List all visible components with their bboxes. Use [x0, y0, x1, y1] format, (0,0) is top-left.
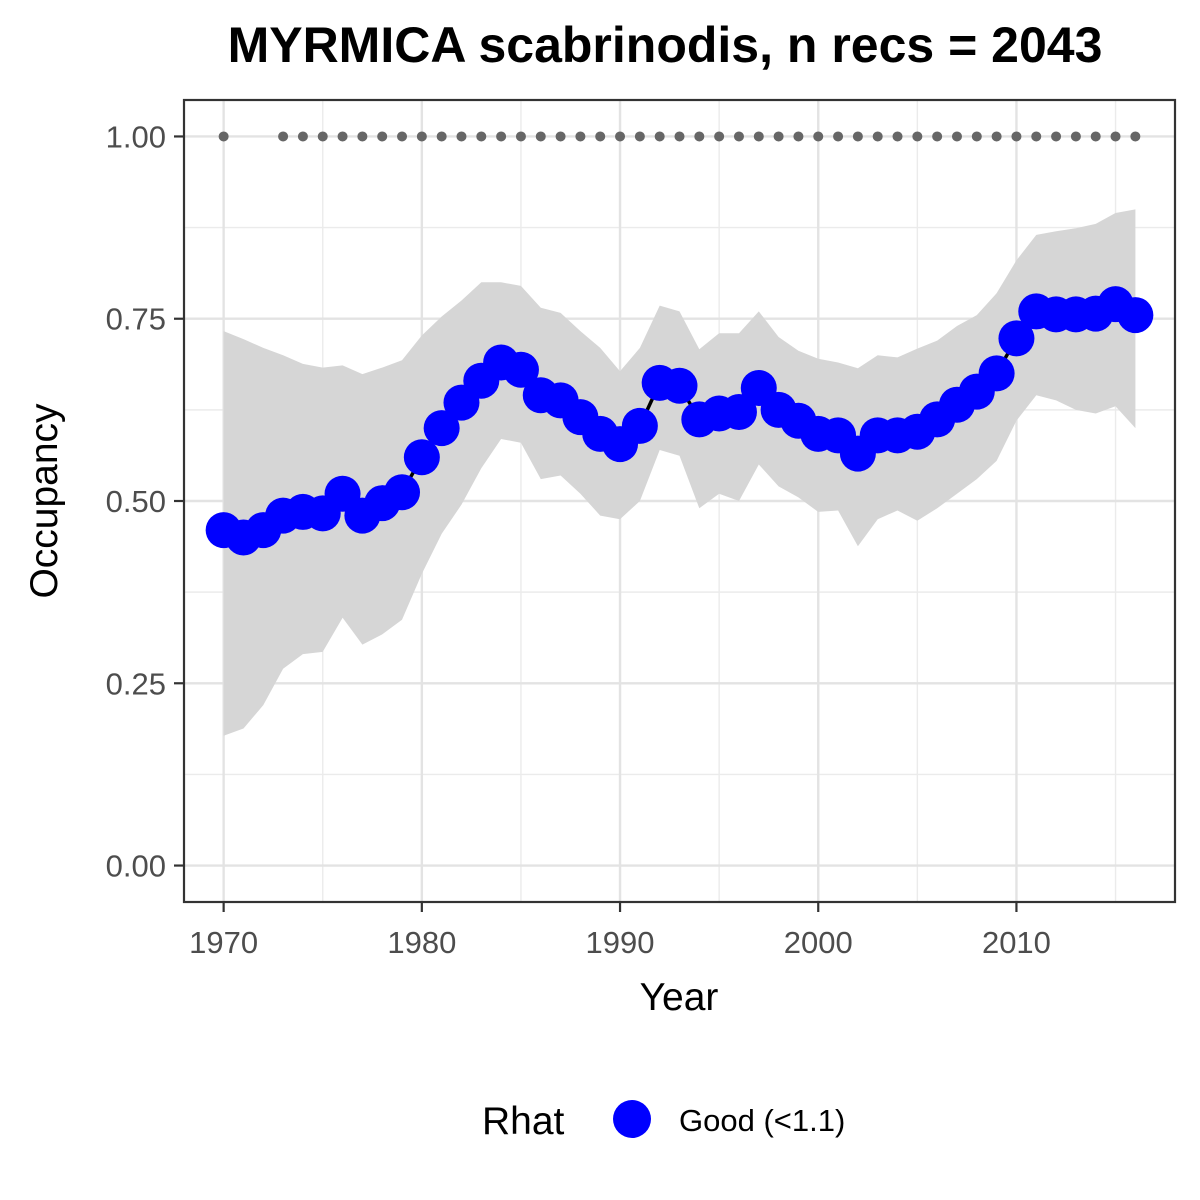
record-dot [674, 131, 685, 142]
legend: Rhat Good (<1.1) [482, 1100, 845, 1143]
record-dot [397, 131, 408, 142]
record-dot [654, 131, 665, 142]
occupancy-point [621, 407, 658, 444]
record-dot [951, 131, 962, 142]
confidence-ribbon [223, 209, 1136, 736]
occupancy-point [1117, 297, 1154, 334]
x-axis-ticks: 1970 1980 1990 2000 2010 [189, 902, 1051, 960]
record-dot [377, 131, 388, 142]
x-tick-label: 2000 [784, 925, 853, 960]
record-dot [991, 131, 1002, 142]
record-dot [416, 131, 427, 142]
record-dot [753, 131, 764, 142]
chart-title: MYRMICA scabrinodis, n recs = 2043 [228, 17, 1103, 73]
record-dot [1031, 131, 1042, 142]
record-dot [218, 131, 229, 142]
x-tick-label: 1990 [586, 925, 655, 960]
record-dot [1110, 131, 1121, 142]
record-dot [337, 131, 348, 142]
record-dot [813, 131, 824, 142]
confidence-ribbon-layer [223, 209, 1136, 736]
x-tick-label: 1970 [189, 925, 258, 960]
record-dot [615, 131, 626, 142]
record-dot [733, 131, 744, 142]
occupancy-point [423, 410, 460, 447]
record-dot [297, 131, 308, 142]
legend-label-good: Good (<1.1) [679, 1103, 845, 1138]
y-tick-label: 0.75 [106, 302, 166, 337]
record-dot [912, 131, 923, 142]
record-dot [1070, 131, 1081, 142]
record-dot [892, 131, 903, 142]
occupancy-point [998, 320, 1035, 357]
occupancy-point [384, 474, 421, 511]
record-dot [773, 131, 784, 142]
record-dot [833, 131, 844, 142]
record-dot [357, 131, 368, 142]
record-dot [714, 131, 725, 142]
occupancy-point [403, 439, 440, 476]
occupancy-point [661, 367, 698, 404]
record-dot [456, 131, 467, 142]
occupancy-point [978, 355, 1015, 392]
record-dot [436, 131, 447, 142]
x-tick-label: 2010 [982, 925, 1051, 960]
y-axis-title: Occupancy [23, 403, 66, 599]
y-tick-label: 1.00 [106, 119, 166, 154]
y-tick-label: 0.25 [106, 666, 166, 701]
record-dot [1130, 131, 1141, 142]
record-dot [1011, 131, 1022, 142]
record-dot [278, 131, 289, 142]
x-tick-label: 1980 [387, 925, 456, 960]
record-dot [694, 131, 705, 142]
record-dot [317, 131, 328, 142]
x-axis-title: Year [640, 976, 719, 1019]
record-dot [932, 131, 943, 142]
y-axis-ticks: 0.00 0.25 0.50 0.75 1.00 [106, 119, 184, 884]
record-dot [476, 131, 487, 142]
legend-key-point [613, 1100, 651, 1138]
occupancy-point [720, 394, 757, 431]
record-dot [1051, 131, 1062, 142]
y-tick-label: 0.00 [106, 849, 166, 884]
record-dot [1090, 131, 1101, 142]
legend-title: Rhat [482, 1100, 565, 1143]
record-dot [496, 131, 507, 142]
record-dot [555, 131, 566, 142]
record-dot [535, 131, 546, 142]
record-dot [872, 131, 883, 142]
record-dots-layer [218, 131, 1141, 142]
record-dot [634, 131, 645, 142]
occupancy-points-layer [205, 286, 1154, 556]
record-dot [793, 131, 804, 142]
record-dot [515, 131, 526, 142]
record-dot [971, 131, 982, 142]
record-dot [852, 131, 863, 142]
occupancy-point [502, 351, 539, 388]
record-dot [575, 131, 586, 142]
record-dot [595, 131, 606, 142]
y-tick-label: 0.50 [106, 484, 166, 519]
